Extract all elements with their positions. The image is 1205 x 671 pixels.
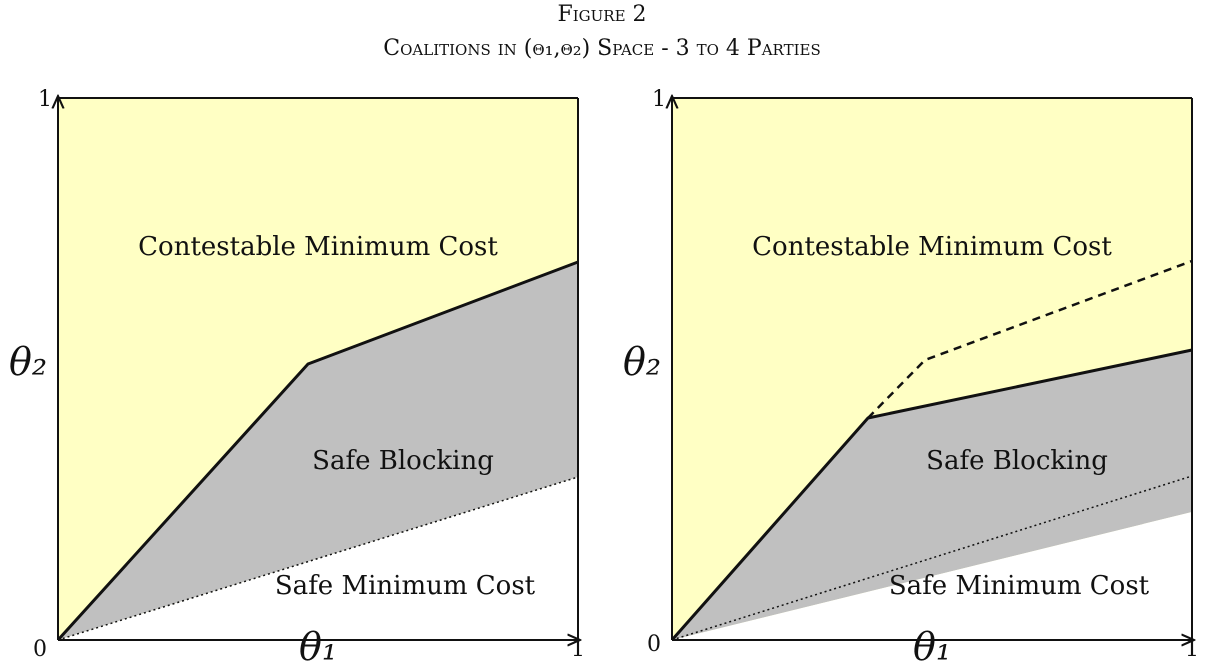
y-end-label: 1 [652, 87, 666, 112]
y-label: θ₂ [623, 340, 661, 384]
y-label: θ₂ [9, 340, 47, 384]
region-label: Safe Minimum Cost [275, 571, 536, 601]
x-end-label: 1 [571, 637, 585, 662]
boundary-dotted [57, 476, 579, 641]
figure-title: Figure 2 [557, 2, 646, 27]
boundary-dotted [671, 475, 1193, 641]
boundary [56, 260, 579, 642]
figure-subtitle: Coalitions in (θ₁,θ₂) Space - 3 to 4 Par… [383, 36, 820, 61]
region-label: Contestable Minimum Cost [752, 232, 1112, 262]
x-label: θ₁ [299, 625, 337, 669]
region-middle [58, 262, 578, 640]
origin-label: 0 [647, 632, 661, 657]
x-label: θ₁ [913, 625, 951, 669]
region-label: Safe Blocking [926, 446, 1108, 476]
panel-right: Contestable Minimum Cost Safe Blocking S… [623, 87, 1199, 669]
region-middle [672, 350, 1192, 640]
panel-left: Contestable Minimum Cost Safe Blocking S… [9, 87, 585, 669]
y-end-label: 1 [38, 87, 52, 112]
region-label: Safe Minimum Cost [889, 571, 1150, 601]
boundary-dashed [867, 259, 1193, 419]
origin-label: 0 [33, 637, 47, 662]
region-label: Safe Blocking [312, 446, 494, 476]
x-end-label: 1 [1185, 637, 1199, 662]
region-lower [672, 512, 1192, 640]
region-label: Contestable Minimum Cost [138, 232, 498, 262]
